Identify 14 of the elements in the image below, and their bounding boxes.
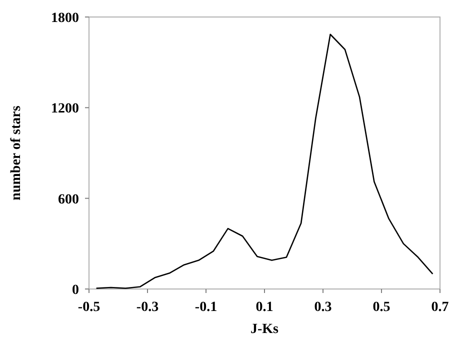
x-tick-label: 0.7	[431, 300, 449, 315]
x-tick-label: -0.1	[194, 300, 218, 315]
x-axis-title: J-Ks	[250, 322, 280, 337]
y-tick-label: 1800	[51, 11, 79, 26]
x-tick-label: 0.5	[372, 300, 390, 315]
y-tick-label: 0	[72, 283, 79, 298]
x-tick-label: -0.3	[136, 300, 159, 315]
y-tick-label: 600	[58, 192, 79, 208]
x-tick-label: -0.5	[78, 300, 100, 315]
line-series	[96, 34, 434, 289]
x-tick-label: 0.1	[256, 300, 274, 315]
y-axis-title: number of stars	[9, 105, 24, 200]
y-tick-label: 1200	[51, 102, 79, 117]
x-tick-label: 0.3	[314, 300, 332, 315]
